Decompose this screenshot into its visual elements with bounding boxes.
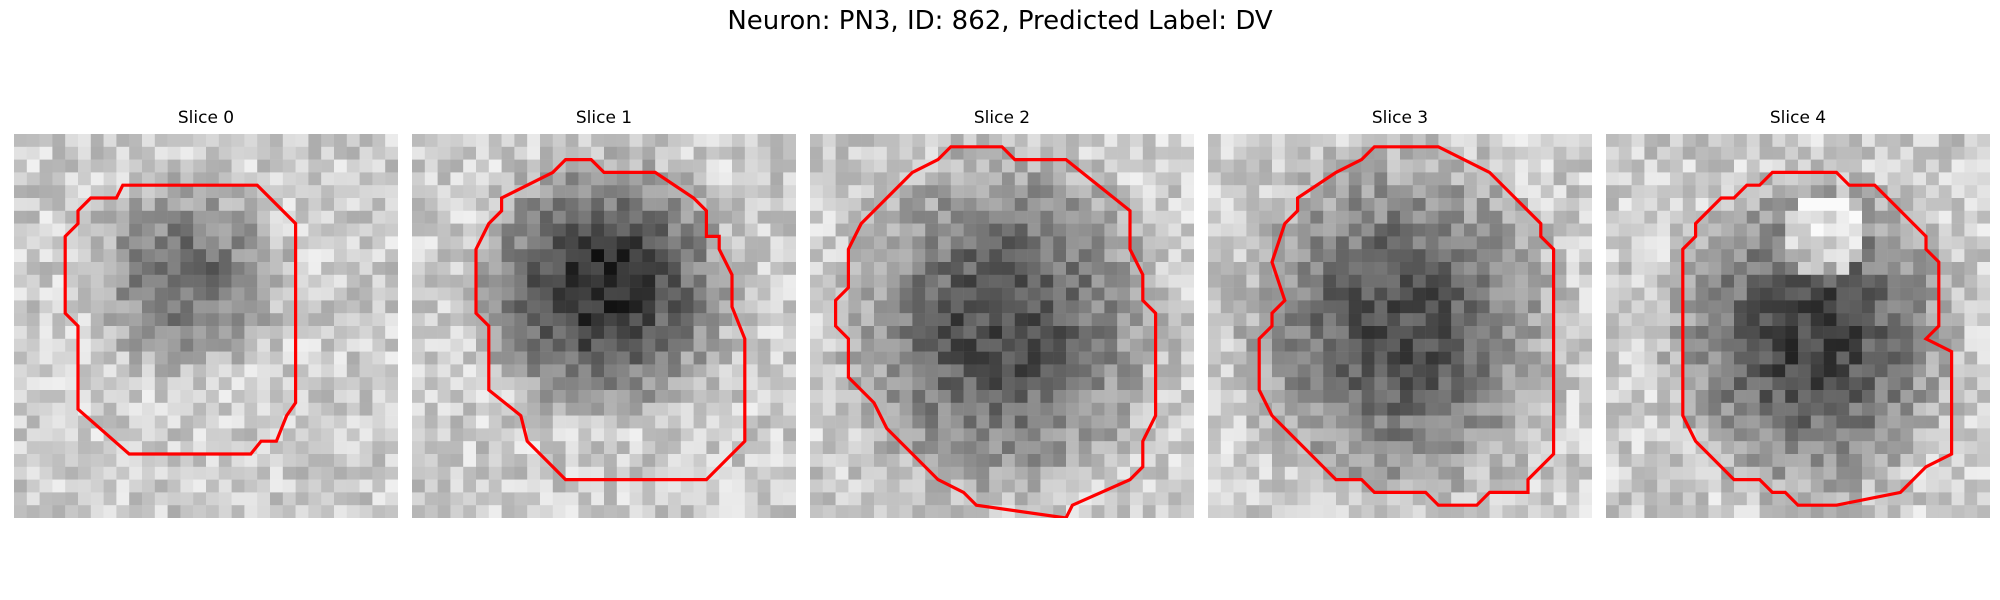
slice-image xyxy=(1208,134,1592,518)
segmentation-contour xyxy=(834,145,1158,518)
panel-title: Slice 2 xyxy=(973,108,1031,128)
slice-image xyxy=(412,134,796,518)
segmentation-contour xyxy=(474,158,747,482)
panel-title: Slice 3 xyxy=(1371,108,1429,128)
segmentation-contour xyxy=(1257,145,1556,507)
panel-title: Slice 1 xyxy=(575,108,633,128)
slice-image xyxy=(810,134,1194,518)
figure-title: Neuron: PN3, ID: 862, Predicted Label: D… xyxy=(727,6,1273,36)
slice-image xyxy=(14,134,398,518)
panel-title: Slice 0 xyxy=(177,108,235,128)
segmentation-contour xyxy=(63,183,298,456)
segmentation-contour xyxy=(1681,170,1954,507)
panel-title: Slice 4 xyxy=(1769,108,1827,128)
slice-image xyxy=(1606,134,1990,518)
